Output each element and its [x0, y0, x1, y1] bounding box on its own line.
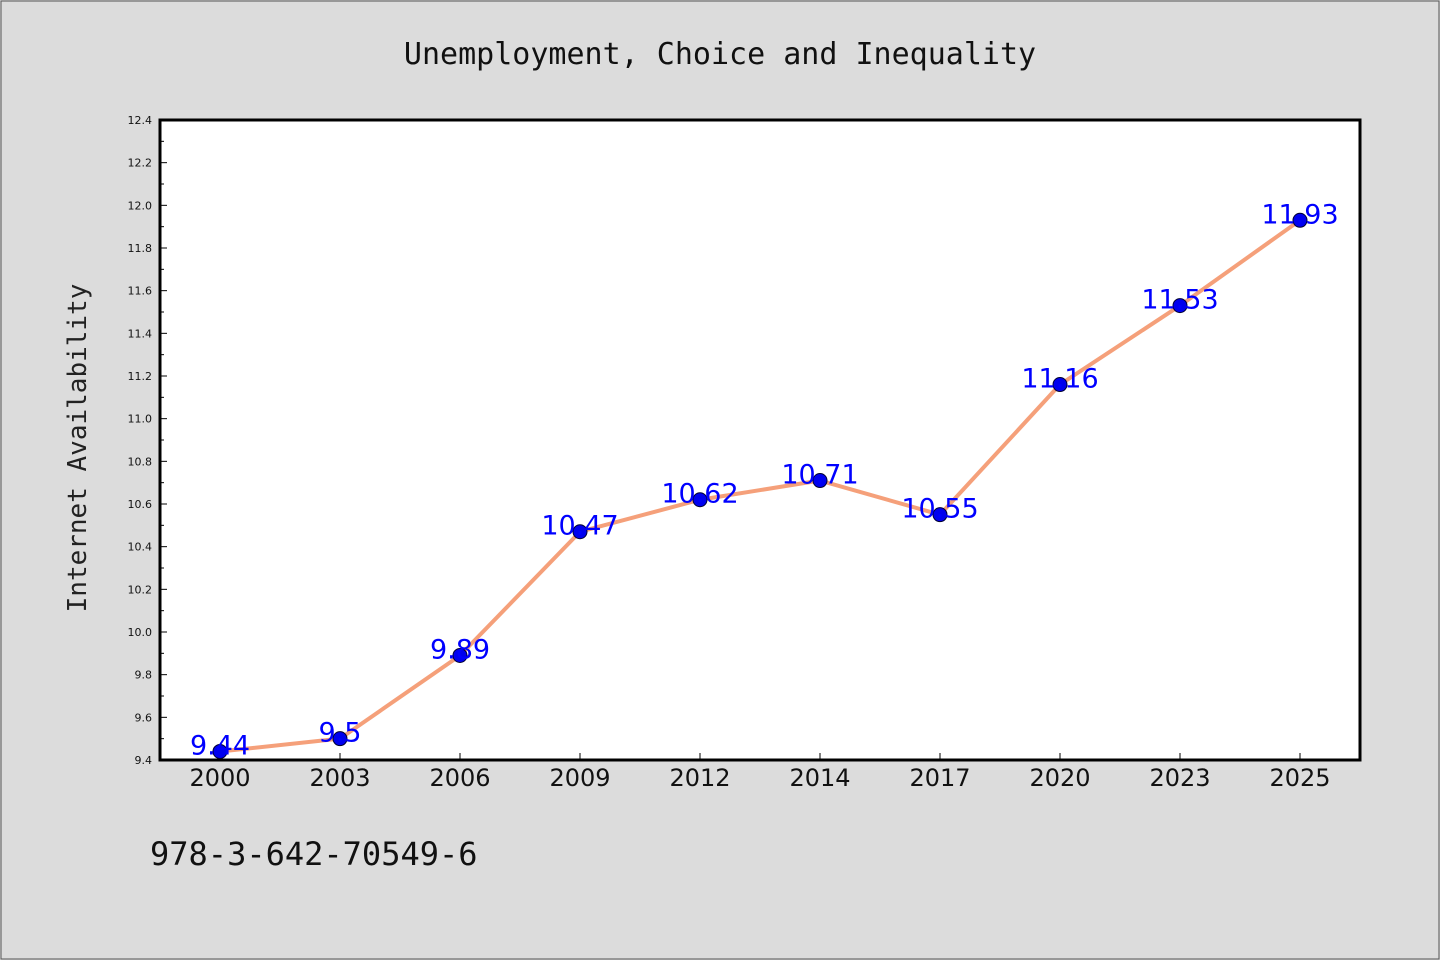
- x-tick-label: 2012: [669, 764, 730, 792]
- y-tick-label: 11.0: [128, 413, 153, 426]
- x-tick-label: 2017: [909, 764, 970, 792]
- data-label: 10.47: [541, 511, 618, 542]
- y-tick-label: 12.4: [128, 114, 153, 127]
- data-label: 10.55: [901, 494, 978, 525]
- x-tick-label: 2025: [1269, 764, 1330, 792]
- y-tick-label: 11.6: [128, 285, 153, 298]
- y-tick-label: 10.4: [128, 541, 153, 554]
- y-tick-label: 10.2: [128, 583, 153, 596]
- data-label: 11.93: [1261, 199, 1338, 230]
- data-label: 11.16: [1021, 364, 1098, 395]
- data-point: [932, 507, 948, 523]
- data-point: [452, 647, 468, 663]
- data-point: [332, 731, 348, 747]
- x-tick-label: 2014: [789, 764, 850, 792]
- isbn-label: 978-3-642-70549-6: [150, 835, 478, 873]
- y-tick-label: 9.8: [135, 669, 153, 682]
- y-tick-label: 10.0: [128, 626, 153, 639]
- y-tick-label: 9.6: [135, 711, 153, 724]
- x-tick-label: 2000: [189, 764, 250, 792]
- plot-area: [158, 118, 1362, 762]
- series-line: [219, 218, 1302, 754]
- data-label: 9.44: [190, 730, 250, 761]
- chart-title: Unemployment, Choice and Inequality: [404, 37, 1036, 72]
- data-point: [572, 524, 588, 540]
- x-tick-label: 2009: [549, 764, 610, 792]
- data-label: 11.53: [1141, 285, 1218, 316]
- data-label: 10.62: [661, 479, 738, 510]
- data-label: 9.5: [319, 718, 362, 749]
- data-point: [212, 743, 228, 759]
- series-group: 9.44 9.5 9.89 10.47 10.62 10.71 10.55 11.16 11.5…: [190, 199, 1339, 761]
- data-label: 9.89: [430, 634, 490, 665]
- x-tick-label: 2020: [1029, 764, 1090, 792]
- data-point: [1292, 212, 1308, 228]
- data-label: 10.71: [781, 460, 858, 491]
- x-axis: 2000 2003 2006 2009 2012 2014 2017 2020 2023 2025: [189, 753, 1331, 792]
- data-point: [692, 492, 708, 508]
- data-point: [812, 473, 828, 489]
- y-tick-label: 11.8: [128, 242, 153, 255]
- y-tick-label: 12.0: [128, 199, 153, 212]
- data-point: [1172, 298, 1188, 314]
- y-axis-label: Internet Availability: [63, 284, 93, 613]
- y-tick-label: 11.4: [128, 327, 153, 340]
- x-tick-label: 2023: [1149, 764, 1210, 792]
- x-tick-label: 2006: [429, 764, 490, 792]
- y-tick-label: 10.6: [128, 498, 153, 511]
- y-tick-label: 9.4: [135, 754, 153, 767]
- y-tick-label: 11.2: [128, 370, 153, 383]
- x-tick-label: 2003: [309, 764, 370, 792]
- y-tick-label: 10.8: [128, 455, 153, 468]
- data-point: [1052, 377, 1068, 393]
- y-tick-label: 12.2: [128, 157, 153, 170]
- y-axis: 9.4 9.6 9.8 10.0 10.2 10.4 10.6 10.8 11.0 11.2 11.…: [128, 114, 167, 767]
